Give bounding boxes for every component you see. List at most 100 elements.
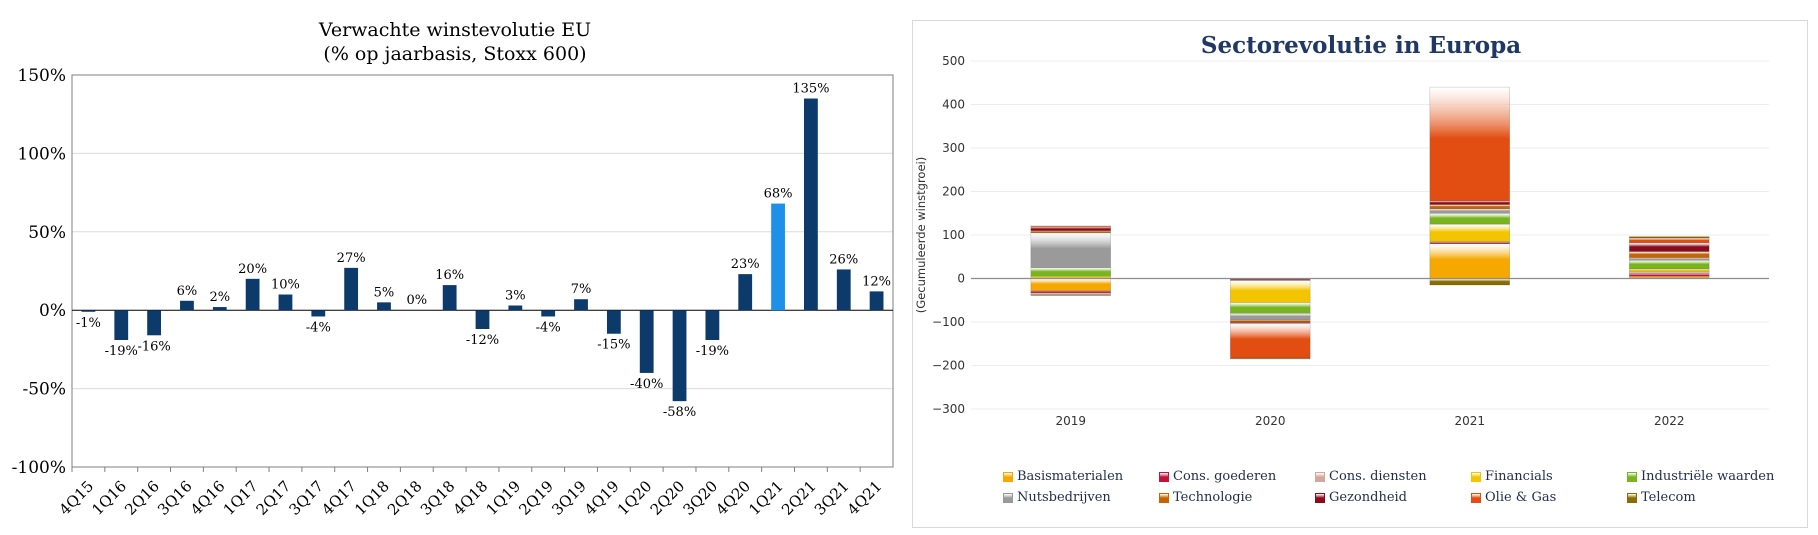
bar [541, 310, 556, 317]
x-tick-label: 1Q17 [220, 477, 262, 519]
bar-segment [1429, 243, 1510, 279]
bar-segment [1030, 292, 1111, 295]
bar-segment [1429, 200, 1510, 205]
bar-segment [1030, 226, 1111, 231]
x-tick-label: 2Q21 [778, 477, 820, 519]
x-tick-label: 2Q20 [647, 477, 689, 519]
bar [475, 310, 490, 330]
data-label: -58% [663, 405, 696, 420]
chart-subtitle: (% op jaarbasis, Stoxx 600) [323, 43, 586, 65]
legend-label: Gezondheid [1329, 490, 1407, 505]
data-label: 26% [829, 252, 858, 267]
bar-segment [1230, 319, 1311, 323]
bar [245, 278, 260, 311]
data-label: 27% [337, 251, 366, 266]
legend-label: Basismaterialen [1017, 469, 1124, 484]
legend-item: Telecom [1627, 490, 1783, 505]
chart-title: Sectorevolutie in Europa [1201, 32, 1521, 59]
sector-chart-panel: Sectorevolutie in Europa 500 400 300 200 100 0… [912, 20, 1808, 528]
bar-segment [1230, 313, 1311, 321]
x-tick-label: 1Q21 [745, 477, 787, 519]
legend-swatch [1627, 492, 1637, 503]
earnings-chart: Verwachte winstevolutie EU(% op jaarbasi… [12, 19, 894, 519]
legend-item: Olie & Gas [1471, 490, 1627, 505]
bar-segment [1030, 232, 1111, 268]
bar-segment [1230, 302, 1311, 314]
bar [836, 269, 851, 311]
bar-segment [1429, 242, 1510, 244]
y-tick-label: 0% [39, 301, 66, 321]
y-tick-label: 100% [17, 144, 66, 164]
bar [574, 299, 588, 311]
data-label: -19% [105, 344, 138, 359]
bar-segment [1230, 323, 1311, 359]
y-tick-label: -50% [22, 380, 66, 400]
x-tick-label: 3Q16 [154, 477, 196, 519]
bar-segment [1429, 204, 1510, 210]
bar-segment [1030, 294, 1111, 296]
bar-segment [1629, 268, 1710, 272]
bar-segment [1629, 242, 1710, 252]
x-tick-label: 2020 [1255, 414, 1286, 428]
x-tick-label: 3Q21 [811, 477, 853, 519]
bar-segment [1030, 267, 1111, 277]
legend-swatch [1315, 471, 1325, 482]
data-label: 16% [435, 268, 464, 283]
bar [771, 203, 785, 311]
x-tick-label: 2019 [1055, 414, 1086, 428]
legend-item: Cons. diensten [1315, 469, 1471, 484]
data-label: 10% [271, 278, 300, 293]
data-label: -19% [696, 344, 729, 359]
x-tick-label: 4Q16 [187, 477, 229, 519]
bar-segment [1030, 290, 1111, 294]
data-label: 3% [505, 288, 526, 303]
y-tick-label: 200 [942, 185, 965, 199]
bar [804, 98, 818, 311]
bar [147, 310, 161, 336]
bar-segment [1030, 225, 1111, 228]
x-tick-label: 4Q20 [712, 477, 754, 519]
legend-item: Industriële waarden [1627, 469, 1783, 484]
bar [180, 300, 194, 311]
data-label: 135% [792, 82, 829, 97]
data-label: 12% [862, 274, 891, 289]
bar [377, 302, 391, 311]
x-tick-label: 3Q18 [417, 477, 459, 519]
data-label: 2% [209, 290, 230, 305]
plot-area [71, 74, 894, 468]
x-tick-label: 3Q17 [285, 477, 327, 519]
bar [508, 305, 523, 311]
data-label: -16% [137, 339, 170, 354]
earnings-chart-panel: Verwachte winstevolutie EU (% op jaarbasi… [0, 0, 900, 535]
x-tick-label: 4Q19 [581, 477, 623, 519]
x-tick-label: 3Q20 [680, 477, 722, 519]
x-tick-label: 4Q18 [450, 477, 492, 519]
y-tick-label: −200 [932, 359, 965, 373]
x-tick-label: 4Q21 [844, 477, 886, 519]
legend-swatch [1471, 492, 1481, 503]
bar [409, 310, 424, 311]
bar-segment [1230, 280, 1311, 303]
bar [738, 274, 753, 311]
x-tick-label: 2Q19 [515, 477, 557, 519]
x-tick-label: 2022 [1654, 414, 1685, 428]
legend-swatch [1159, 471, 1169, 482]
legend-label: Cons. diensten [1329, 469, 1427, 484]
y-tick-label: 500 [942, 54, 965, 68]
data-label: 0% [407, 293, 428, 308]
data-label: -40% [630, 377, 663, 392]
bar-segment [1429, 208, 1510, 214]
legend-item: Financials [1471, 469, 1627, 484]
data-label: 68% [764, 187, 793, 202]
y-tick-label: 400 [942, 98, 965, 112]
legend-label: Industriële waarden [1641, 469, 1775, 484]
y-tick-label: −300 [932, 402, 965, 416]
bar-segment [1230, 357, 1311, 360]
sector-chart: Sectorevolutie in Europa 500 400 300 200 100 0… [914, 32, 1769, 428]
y-tick-label: 100 [942, 228, 965, 242]
legend-item: Gezondheid [1315, 490, 1471, 505]
bar-segment [1629, 273, 1710, 277]
bar [344, 267, 359, 311]
data-label: 6% [177, 284, 198, 299]
bar [672, 310, 687, 402]
